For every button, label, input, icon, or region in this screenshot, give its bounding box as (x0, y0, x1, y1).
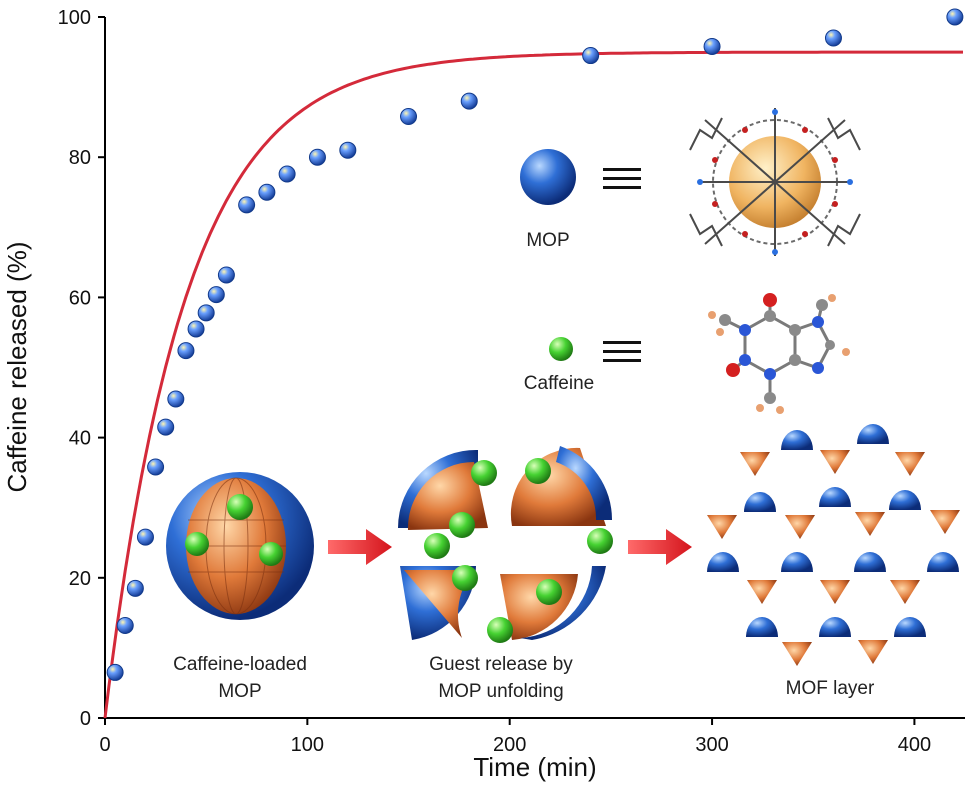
mof-node-blue (889, 490, 921, 510)
data-point (308, 148, 326, 166)
data-point (177, 342, 195, 360)
mof-node-orange (890, 580, 920, 604)
data-point (339, 141, 357, 159)
y-axis-title: Caffeine released (%) (2, 242, 32, 493)
data-point (187, 320, 205, 338)
y-tick-label-0: 0 (80, 708, 91, 730)
data-point (582, 47, 600, 65)
data-point (238, 196, 256, 214)
release-label-line1: Guest release by (429, 654, 573, 675)
data-point (136, 528, 154, 546)
y-tick-label-100: 100 (58, 7, 91, 29)
data-point (167, 390, 185, 408)
caffeine-molecule-icon (708, 293, 850, 414)
mop-structure-icon (689, 108, 861, 256)
mof-node-blue (746, 617, 778, 637)
mof-node-blue (927, 552, 959, 572)
data-point (703, 37, 721, 55)
mop-label: MOP (526, 230, 569, 251)
mof-node-orange (785, 515, 815, 539)
x-tick-label-200: 200 (493, 734, 526, 756)
data-point (116, 616, 134, 634)
data-point (207, 286, 225, 304)
x-tick-label-300: 300 (695, 734, 728, 756)
mof-node-orange (855, 512, 885, 536)
axes (104, 17, 965, 719)
data-points (106, 8, 964, 681)
loaded-label-line1: Caffeine-loaded (173, 654, 307, 675)
fit-curve (103, 50, 963, 719)
data-point (126, 579, 144, 597)
data-point (217, 266, 235, 284)
mof-node-orange (895, 452, 925, 476)
arrow-icon-2 (628, 529, 692, 565)
data-point (258, 183, 276, 201)
illustrations: MOP (166, 108, 960, 702)
caffeine-ball-icon (549, 337, 573, 361)
mof-node-blue (854, 552, 886, 572)
x-tick-label-0: 0 (99, 734, 110, 756)
data-point (278, 165, 296, 183)
mof-node-orange (930, 510, 960, 534)
loaded-mop-icon (166, 472, 314, 620)
y-tick-label-80: 80 (69, 147, 91, 169)
data-point (946, 8, 964, 26)
mof-node-blue (894, 617, 926, 637)
y-tick-label-40: 40 (69, 428, 91, 450)
x-tick-label-400: 400 (898, 734, 931, 756)
equiv-sign-mop (603, 168, 641, 189)
x-ticks: 0 100 200 300 400 (99, 718, 931, 756)
caffeine-label: Caffeine (524, 373, 594, 394)
mof-node-blue (707, 552, 739, 572)
mof-node-orange (747, 580, 777, 604)
y-tick-label-60: 60 (69, 287, 91, 309)
mof-label: MOF layer (786, 678, 875, 699)
data-point (824, 29, 842, 47)
release-label-line2: MOP unfolding (438, 681, 563, 702)
mop-sphere-icon (520, 149, 576, 205)
mof-node-orange (820, 450, 850, 474)
y-ticks: 0 20 40 60 80 100 (58, 7, 105, 730)
x-axis-title: Time (min) (473, 752, 596, 782)
data-point (460, 92, 478, 110)
mof-node-blue (819, 617, 851, 637)
mof-node-orange (740, 452, 770, 476)
mof-layer-icon (707, 424, 960, 666)
mof-node-blue (857, 424, 889, 444)
data-point (147, 458, 165, 476)
data-point (106, 663, 124, 681)
mof-node-blue (781, 552, 813, 572)
mof-node-blue (819, 487, 851, 507)
equiv-sign-caffeine (603, 341, 641, 362)
mof-node-orange (858, 640, 888, 664)
mof-node-orange (820, 580, 850, 604)
mof-node-orange (707, 515, 737, 539)
x-tick-label-100: 100 (291, 734, 324, 756)
mof-node-orange (782, 642, 812, 666)
arrow-icon (328, 529, 392, 565)
data-point (157, 418, 175, 436)
mof-node-blue (781, 430, 813, 450)
data-point (197, 304, 215, 322)
unfolding-mop-icon (398, 446, 613, 643)
data-point (400, 108, 418, 126)
y-tick-label-20: 20 (69, 568, 91, 590)
loaded-label-line2: MOP (218, 681, 261, 702)
mof-node-blue (744, 492, 776, 512)
